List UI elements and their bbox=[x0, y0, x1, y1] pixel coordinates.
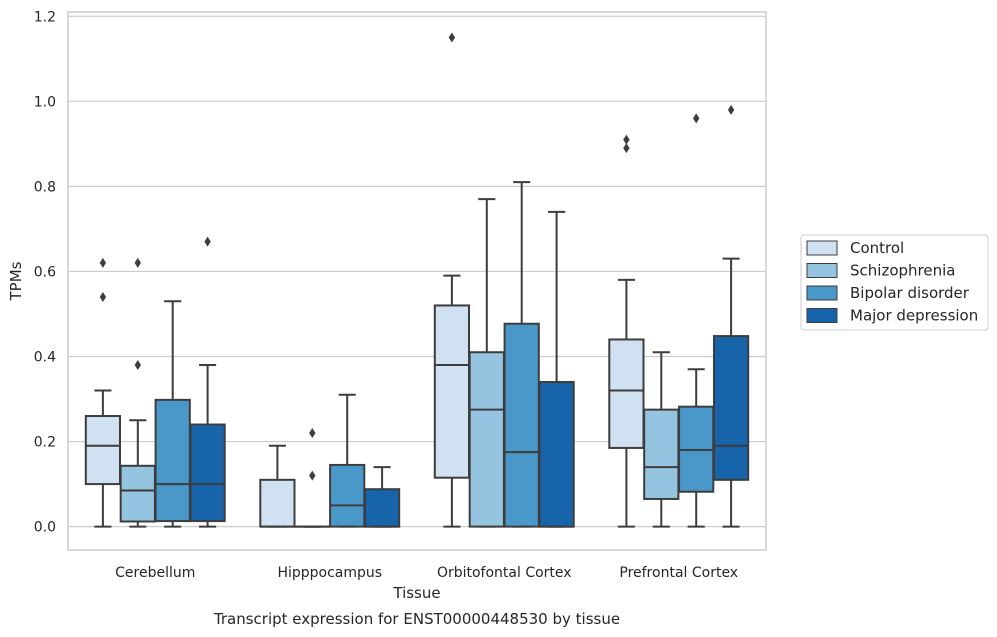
outlier-point bbox=[623, 143, 630, 154]
outlier-point bbox=[693, 113, 700, 124]
x-axis-ticks: Cerebellum Hipppocampus Orbitofontal Corte… bbox=[115, 565, 738, 581]
y-axis-ticks: 0.0 0.2 0.4 0.6 0.8 1.0 1.2 bbox=[34, 9, 56, 535]
y-tick-label: 0.0 bbox=[34, 520, 56, 536]
outlier-point bbox=[623, 134, 630, 145]
x-tick-label: Prefrontal Cortex bbox=[619, 565, 738, 581]
outlier-point bbox=[727, 104, 735, 115]
box-1-1 bbox=[294, 428, 331, 528]
box-body bbox=[119, 464, 156, 523]
box-0-0 bbox=[84, 257, 122, 528]
box-2-3 bbox=[678, 113, 715, 528]
legend-swatch bbox=[806, 285, 838, 301]
box-body bbox=[329, 463, 366, 528]
x-tick-label: Cerebellum bbox=[115, 565, 195, 581]
box-body bbox=[503, 322, 540, 528]
legend-label: Bipolar disorder bbox=[850, 284, 970, 302]
box-body bbox=[154, 398, 191, 523]
box-3-1 bbox=[363, 466, 401, 528]
outlier-point bbox=[99, 257, 107, 268]
outlier-point bbox=[99, 291, 107, 302]
box-body bbox=[712, 335, 750, 481]
box-2-1 bbox=[329, 393, 366, 528]
x-tick-label: Hipppocampus bbox=[277, 565, 382, 581]
outlier-point bbox=[309, 428, 316, 439]
y-tick-label: 0.6 bbox=[34, 264, 56, 280]
box-body bbox=[363, 488, 401, 528]
box-2-2 bbox=[503, 181, 540, 528]
outlier-point bbox=[448, 32, 456, 43]
box-series bbox=[84, 32, 750, 528]
box-1-2 bbox=[468, 198, 505, 528]
box-1-3 bbox=[643, 351, 680, 528]
legend-swatch bbox=[806, 240, 838, 256]
y-tick-label: 0.2 bbox=[34, 435, 56, 451]
outlier-point bbox=[204, 236, 211, 247]
legend-swatch bbox=[806, 263, 838, 278]
box-0-2 bbox=[433, 32, 471, 528]
box-3-2 bbox=[538, 210, 575, 528]
y-tick-label: 0.4 bbox=[34, 349, 56, 365]
box-3-0 bbox=[189, 236, 226, 528]
outlier-point bbox=[134, 359, 141, 370]
legend-frame bbox=[800, 234, 989, 331]
y-tick-label: 1.2 bbox=[34, 9, 56, 25]
y-tick-label: 1.0 bbox=[34, 94, 56, 110]
box-1-0 bbox=[119, 257, 156, 528]
box-body bbox=[643, 408, 680, 500]
box-body bbox=[189, 423, 226, 523]
y-axis-title: TPMs bbox=[7, 261, 25, 301]
box-body bbox=[538, 381, 575, 528]
legend-label: Major depression bbox=[850, 307, 978, 325]
x-tick-label: Orbitofontal Cortex bbox=[437, 565, 572, 581]
outlier-point bbox=[309, 470, 316, 481]
chart-caption: Transcript expression for ENST0000044853… bbox=[213, 610, 620, 628]
legend-swatch bbox=[806, 308, 838, 323]
box-0-3 bbox=[608, 134, 645, 528]
box-body bbox=[608, 338, 645, 449]
box-body bbox=[468, 351, 505, 528]
outlier-point bbox=[134, 257, 141, 268]
box-3-3 bbox=[712, 104, 750, 528]
x-axis-title: Tissue bbox=[392, 584, 440, 602]
legend-label: Schizophrenia bbox=[850, 262, 955, 280]
plot-area-frame bbox=[67, 11, 767, 551]
legend: Control Schizophrenia Bipolar disorder Majo… bbox=[800, 234, 989, 331]
box-0-1 bbox=[259, 444, 296, 528]
box-body bbox=[84, 415, 122, 486]
box-2-0 bbox=[154, 300, 191, 528]
box-body bbox=[259, 478, 296, 528]
legend-label: Control bbox=[850, 239, 904, 257]
y-tick-label: 0.8 bbox=[34, 179, 56, 195]
box-body bbox=[433, 304, 471, 479]
